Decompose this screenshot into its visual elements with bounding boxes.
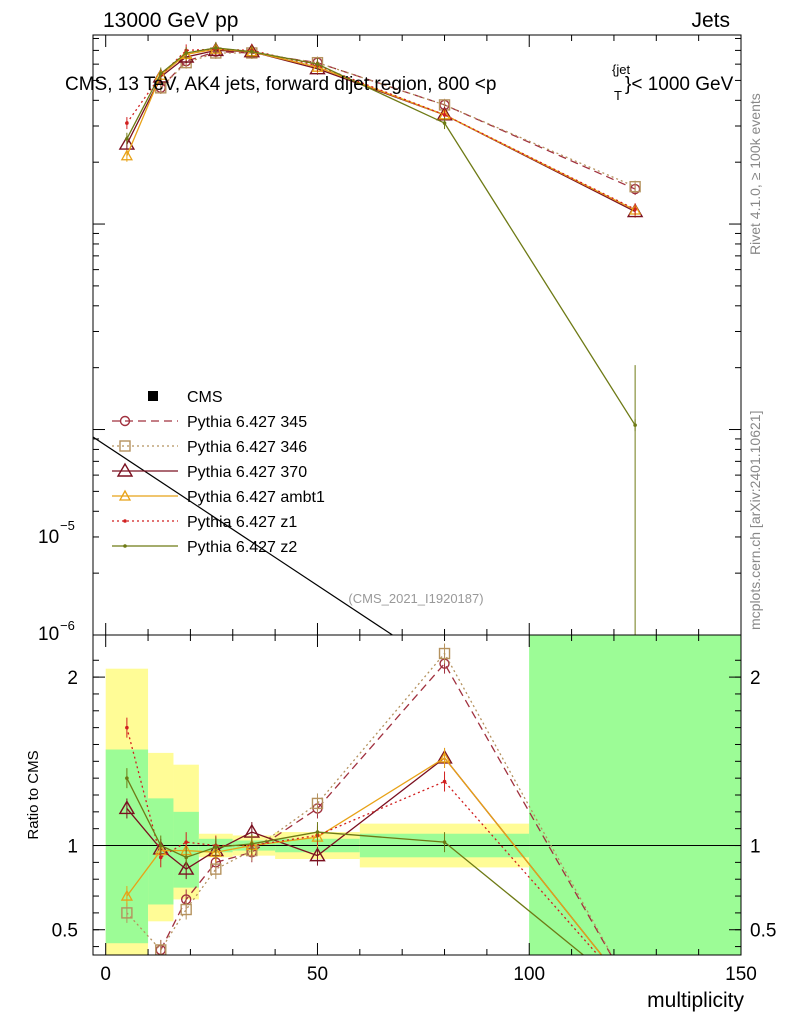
data-point-ratio [125,776,129,780]
data-point-ratio [442,840,447,844]
ratio-ytick-label-left: 0.5 [52,921,78,942]
main-plot-panel: CMS, 13 TeV, AK4 jets, forward dijet reg… [38,34,742,645]
legend-marker [148,391,158,401]
xtick-label: 100 [513,964,545,985]
series-line-ratio-5 [126,777,585,955]
xtick-label: 50 [307,964,328,985]
data-point-ratio [438,751,451,763]
ratio-ytick-label-right: 1 [750,837,761,858]
data-point-ratio [442,779,447,784]
data-point-ratio [210,863,222,875]
data-point-ratio [118,800,136,815]
ratio-plot-panel: 0 50 100 150 0.5 0.5 1 1 2 2 Ratio to CMS multipl… [25,634,776,1012]
plot-title: CMS, 13 TeV, AK4 jets, forward dijet reg… [65,74,496,95]
legend-label: Pythia 6.427 z1 [187,514,297,531]
ytick-label-1e-6-exp: −6 [60,618,75,633]
legend-marker [118,489,132,501]
data-point-ratio [184,840,188,844]
data-point-top [125,136,129,141]
legend-label: Pythia 6.427 ambt1 [187,489,325,506]
ytick-label-1e-6: 10 [38,624,59,645]
legend-entry: Pythia 6.427 z2 [112,539,297,556]
data-point-ratio [214,845,218,850]
data-point-top [250,49,254,54]
legend-marker [116,462,134,477]
ratio-ytick-label-left: 1 [67,837,78,858]
data-point-top [442,121,447,125]
ratio-ytick-label-right: 2 [750,668,761,689]
data-point-ratio [311,797,324,810]
data-point-ratio [250,842,254,846]
legend-label: CMS [187,389,223,406]
ytick-label-1e-5-exp: −5 [60,518,75,533]
analysis-watermark: (CMS_2021_I1920187) [348,591,483,606]
series-line-top-5 [126,47,636,426]
plot-title-subscript: T [614,88,622,103]
data-point-ratio [180,903,192,916]
data-point-ratio [120,889,133,901]
data-point-ratio [177,860,195,875]
legend-marker [119,440,131,452]
legend-entry: Pythia 6.427 370 [112,462,307,481]
data-point-top [158,71,163,76]
legend-marker [123,544,127,548]
legend: CMS Pythia 6.427 345 Pythia 6.427 346 Pythi… [112,389,325,556]
ratio-ylabel: Ratio to CMS [25,750,42,839]
xtick-label: 0 [100,964,111,985]
header-observable: Jets [691,9,730,32]
data-point-ratio [184,855,188,860]
legend-marker [119,415,131,427]
legend-entry: CMS [148,389,223,406]
data-point-ratio [315,830,320,834]
data-point-ratio [438,647,451,660]
mcplots-label: mcplots.cern.ch [arXiv:2401.10621] [747,411,763,630]
series-line-top-0 [160,51,636,190]
data-point-ratio [309,847,326,862]
legend-marker [123,519,127,523]
data-point-ratio [125,725,129,730]
data-point-top [633,207,637,212]
xlabel: multiplicity [647,989,744,1012]
legend-entry: Pythia 6.427 345 [112,414,307,431]
uncertainty-band-inner [529,635,741,955]
xtick-label: 150 [725,964,757,985]
data-point-ratio [158,855,163,860]
data-point-top [214,46,218,50]
plot-title-superscript: {jet [612,62,630,77]
data-point-ratio [158,843,163,848]
rivet-version-label: Rivet 4.1.0, ≥ 100k events [747,93,763,255]
legend-label: Pythia 6.427 z2 [187,539,297,556]
legend-label: Pythia 6.427 370 [187,464,307,481]
legend-entry: Pythia 6.427 ambt1 [112,489,325,506]
legend-label: Pythia 6.427 346 [187,439,307,456]
data-point-top [118,135,136,150]
ratio-ytick-label-right: 0.5 [750,921,776,942]
plot-title-tail: }< 1000 GeV [625,74,734,95]
ratio-ytick-label-left: 2 [67,668,78,689]
legend-label: Pythia 6.427 345 [187,414,307,431]
series-line-ratio-3 [126,757,603,955]
data-point-top [442,113,447,117]
data-point-top [315,62,320,66]
legend-entry: Pythia 6.427 346 [112,439,307,456]
header-process: 13000 GeV pp [103,9,238,32]
legend-entry: Pythia 6.427 z1 [112,514,297,531]
data-point-top [629,180,641,193]
ytick-label-1e-5: 10 [38,527,59,548]
data-point-top [125,121,129,125]
data-point-top [184,51,188,55]
data-point-ratio [121,907,133,919]
data-point-top [120,149,133,161]
